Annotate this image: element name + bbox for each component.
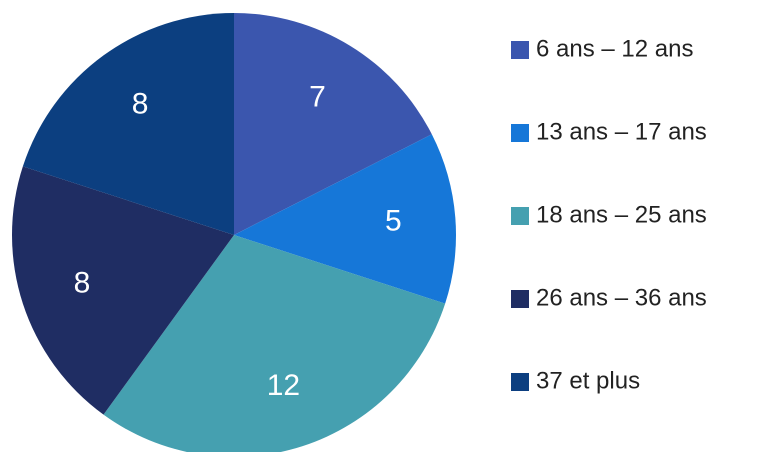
legend-swatch — [511, 290, 529, 308]
legend-swatch — [511, 124, 529, 142]
legend-label: 18 ans – 25 ans — [536, 201, 707, 228]
legend-label: 6 ans – 12 ans — [536, 35, 693, 62]
pie-slice — [234, 13, 432, 235]
pie-slice — [234, 134, 457, 304]
legend-swatch — [511, 373, 529, 391]
data-label: 8 — [74, 266, 91, 299]
data-label: 8 — [132, 88, 149, 121]
legend-swatch — [511, 207, 529, 225]
data-label: 5 — [385, 204, 402, 237]
legend-label: 37 et plus — [536, 367, 640, 394]
legend-label: 13 ans – 17 ans — [536, 118, 707, 145]
legend-label: 26 ans – 36 ans — [536, 284, 707, 311]
data-label: 12 — [267, 369, 300, 402]
data-label: 7 — [309, 81, 326, 114]
pie-slice — [11, 166, 235, 415]
pie-slice — [103, 235, 446, 457]
legend-swatch — [511, 41, 529, 59]
pie-slice — [22, 13, 235, 235]
